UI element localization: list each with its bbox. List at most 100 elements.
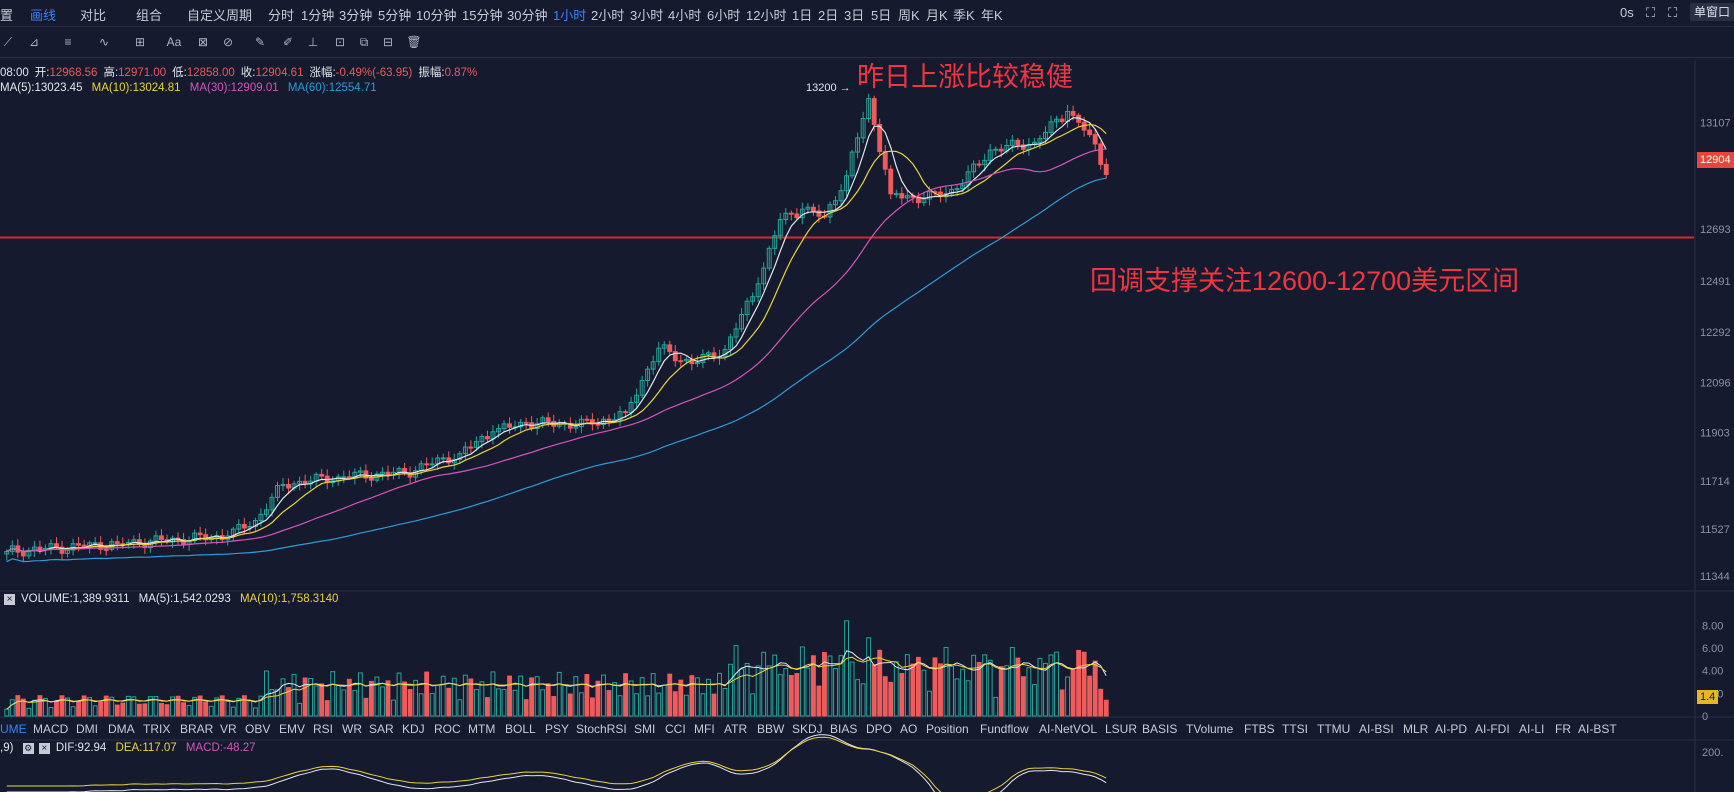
period-item-14[interactable]: 3小时 — [630, 8, 664, 23]
brush-icon[interactable]: ✐ — [282, 35, 294, 49]
indicator-tab-ai-fdi[interactable]: AI-FDI — [1475, 722, 1510, 736]
indicator-tab-sar[interactable]: SAR — [369, 722, 394, 736]
period-item-15[interactable]: 4小时 — [668, 8, 702, 23]
indicator-tab-boll[interactable]: BOLL — [505, 722, 536, 736]
indicator-tab-ai-bsi[interactable]: AI-BSI — [1359, 722, 1394, 736]
indicator-tab-ttmu[interactable]: TTMU — [1317, 722, 1351, 736]
indicator-tab-cci[interactable]: CCI — [665, 722, 686, 736]
indicator-tab-emv[interactable]: EMV — [279, 722, 306, 736]
period-item-1[interactable]: 画线 — [30, 8, 57, 23]
indicator-tab-tvolume[interactable]: TVolume — [1186, 722, 1234, 736]
period-item-7[interactable]: 3分钟 — [339, 8, 373, 23]
volume-bar — [650, 673, 656, 717]
indicator-tab-ume[interactable]: UME — [0, 722, 27, 736]
lock-icon[interactable]: ⊡ — [334, 35, 346, 49]
indicator-tab-roc[interactable]: ROC — [434, 722, 461, 736]
period-item-3[interactable]: 组合 — [136, 8, 163, 23]
period-item-20[interactable]: 3日 — [844, 8, 865, 23]
period-item-0[interactable]: 置 — [0, 8, 14, 23]
period-item-24[interactable]: 季K — [953, 8, 975, 23]
candle-body — [623, 411, 628, 414]
indicator-tab-dmi[interactable]: DMI — [76, 722, 98, 736]
period-item-22[interactable]: 周K — [898, 8, 920, 23]
indicator-tab-wr[interactable]: WR — [342, 722, 362, 736]
indicator-tab-trix[interactable]: TRIX — [143, 722, 171, 736]
period-item-23[interactable]: 月K — [926, 8, 948, 23]
screenshot-icon[interactable]: ⊟ — [382, 35, 394, 49]
period-item-6[interactable]: 1分钟 — [301, 8, 335, 23]
indicator-tab-obv[interactable]: OBV — [245, 722, 271, 736]
indicator-tab-skdj[interactable]: SKDJ — [792, 722, 823, 736]
period-item-25[interactable]: 年K — [981, 8, 1003, 23]
period-item-12[interactable]: 1小时 — [553, 8, 587, 23]
indicator-tab-smi[interactable]: SMI — [634, 722, 656, 736]
indicator-tab-position[interactable]: Position — [926, 722, 969, 736]
candle-body — [833, 200, 838, 206]
period-item-18[interactable]: 1日 — [792, 8, 813, 23]
channel-tool-icon[interactable]: ≡ — [64, 35, 72, 49]
close-volume-icon[interactable]: × — [4, 594, 15, 605]
single-window-button[interactable]: 单窗口 — [1690, 3, 1734, 21]
indicator-tab-dpo[interactable]: DPO — [866, 722, 893, 736]
indicator-tab-rsi[interactable]: RSI — [313, 722, 334, 736]
close-macd-icon[interactable]: × — [38, 743, 50, 754]
trash-icon[interactable]: 🗑 — [406, 35, 422, 49]
period-item-21[interactable]: 5日 — [871, 8, 892, 23]
indicator-tab-ai-netvol[interactable]: AI-NetVOL — [1039, 722, 1098, 736]
period-item-2[interactable]: 对比 — [80, 8, 107, 23]
measure-icon[interactable]: ⊥ — [307, 35, 319, 49]
period-item-10[interactable]: 15分钟 — [462, 8, 503, 23]
indicator-tab-bbw[interactable]: BBW — [757, 722, 785, 736]
indicator-tab-basis[interactable]: BASIS — [1142, 722, 1178, 736]
wave-tool-icon[interactable]: ∿ — [98, 35, 110, 49]
eraser-icon[interactable]: ⊘ — [222, 35, 234, 49]
volume-bar — [529, 677, 535, 717]
volume-bar — [722, 688, 728, 717]
period-item-5[interactable]: 分时 — [268, 8, 295, 23]
indicator-tab-macd[interactable]: MACD — [33, 722, 69, 736]
indicator-tab-bias[interactable]: BIAS — [830, 722, 858, 736]
indicator-tab-stochrsi[interactable]: StochRSI — [576, 722, 627, 736]
indicator-tab-vr[interactable]: VR — [220, 722, 237, 736]
price-axis-label: 11344 — [1700, 571, 1730, 583]
indicator-tab-ftbs[interactable]: FTBS — [1244, 722, 1275, 736]
indicator-tab-mfi[interactable]: MFI — [694, 722, 715, 736]
period-item-19[interactable]: 2日 — [818, 8, 839, 23]
macd-settings-icon[interactable]: ⚙ — [22, 743, 34, 754]
volume-axis-label: 4.00 — [1702, 666, 1723, 678]
period-item-16[interactable]: 6小时 — [707, 8, 741, 23]
period-item-9[interactable]: 10分钟 — [416, 8, 457, 23]
line-tool-icon[interactable]: ⟋ — [3, 35, 13, 49]
indicator-tab-ttsi[interactable]: TTSI — [1282, 722, 1308, 736]
indicator-tab-mlr[interactable]: MLR — [1403, 722, 1429, 736]
expand-icon[interactable]: ⛶ — [1668, 5, 1678, 20]
indicator-tab-ao[interactable]: AO — [900, 722, 918, 736]
indicator-tab-dma[interactable]: DMA — [108, 722, 135, 736]
indicator-tab-atr[interactable]: ATR — [724, 722, 748, 736]
copy-icon[interactable]: ⧉ — [359, 35, 369, 49]
period-toolbar: 置 画线 对比 组合 自定义周期 分时 1分钟 3分钟 5分钟 10分钟 15分钟 30分钟 1小时 2小… — [0, 0, 1734, 27]
indicator-tab-ai-pd[interactable]: AI-PD — [1435, 722, 1468, 736]
shape-tool-icon[interactable]: ⊠ — [197, 35, 209, 49]
indicator-tab-fundflow[interactable]: Fundflow — [980, 722, 1029, 736]
text-tool-icon[interactable]: Aa — [166, 35, 182, 49]
period-item-11[interactable]: 30分钟 — [507, 8, 548, 23]
period-item-17[interactable]: 12小时 — [746, 8, 787, 23]
indicator-tab-mtm[interactable]: MTM — [468, 722, 496, 736]
pencil-icon[interactable]: ✎ — [254, 35, 266, 49]
indicator-tab-kdj[interactable]: KDJ — [402, 722, 425, 736]
grid-tool-icon[interactable]: ⊞ — [134, 35, 146, 49]
indicator-tab-psy[interactable]: PSY — [545, 722, 570, 736]
indicator-tab-ai-bst[interactable]: AI-BST — [1578, 722, 1617, 736]
indicator-tab-fr[interactable]: FR — [1555, 722, 1571, 736]
indicator-tab-lsur[interactable]: LSUR — [1105, 722, 1138, 736]
volume-bar — [147, 696, 153, 717]
indicator-tab-ai-li[interactable]: AI-LI — [1519, 722, 1545, 736]
period-item-13[interactable]: 2小时 — [591, 8, 625, 23]
fullscreen-icon[interactable]: ⛶ — [1646, 5, 1656, 20]
period-item-8[interactable]: 5分钟 — [378, 8, 412, 23]
angle-tool-icon[interactable]: ⊿ — [28, 35, 40, 49]
period-item-4[interactable]: 自定义周期 — [187, 8, 253, 23]
indicator-tab-brar[interactable]: BRAR — [180, 722, 214, 736]
